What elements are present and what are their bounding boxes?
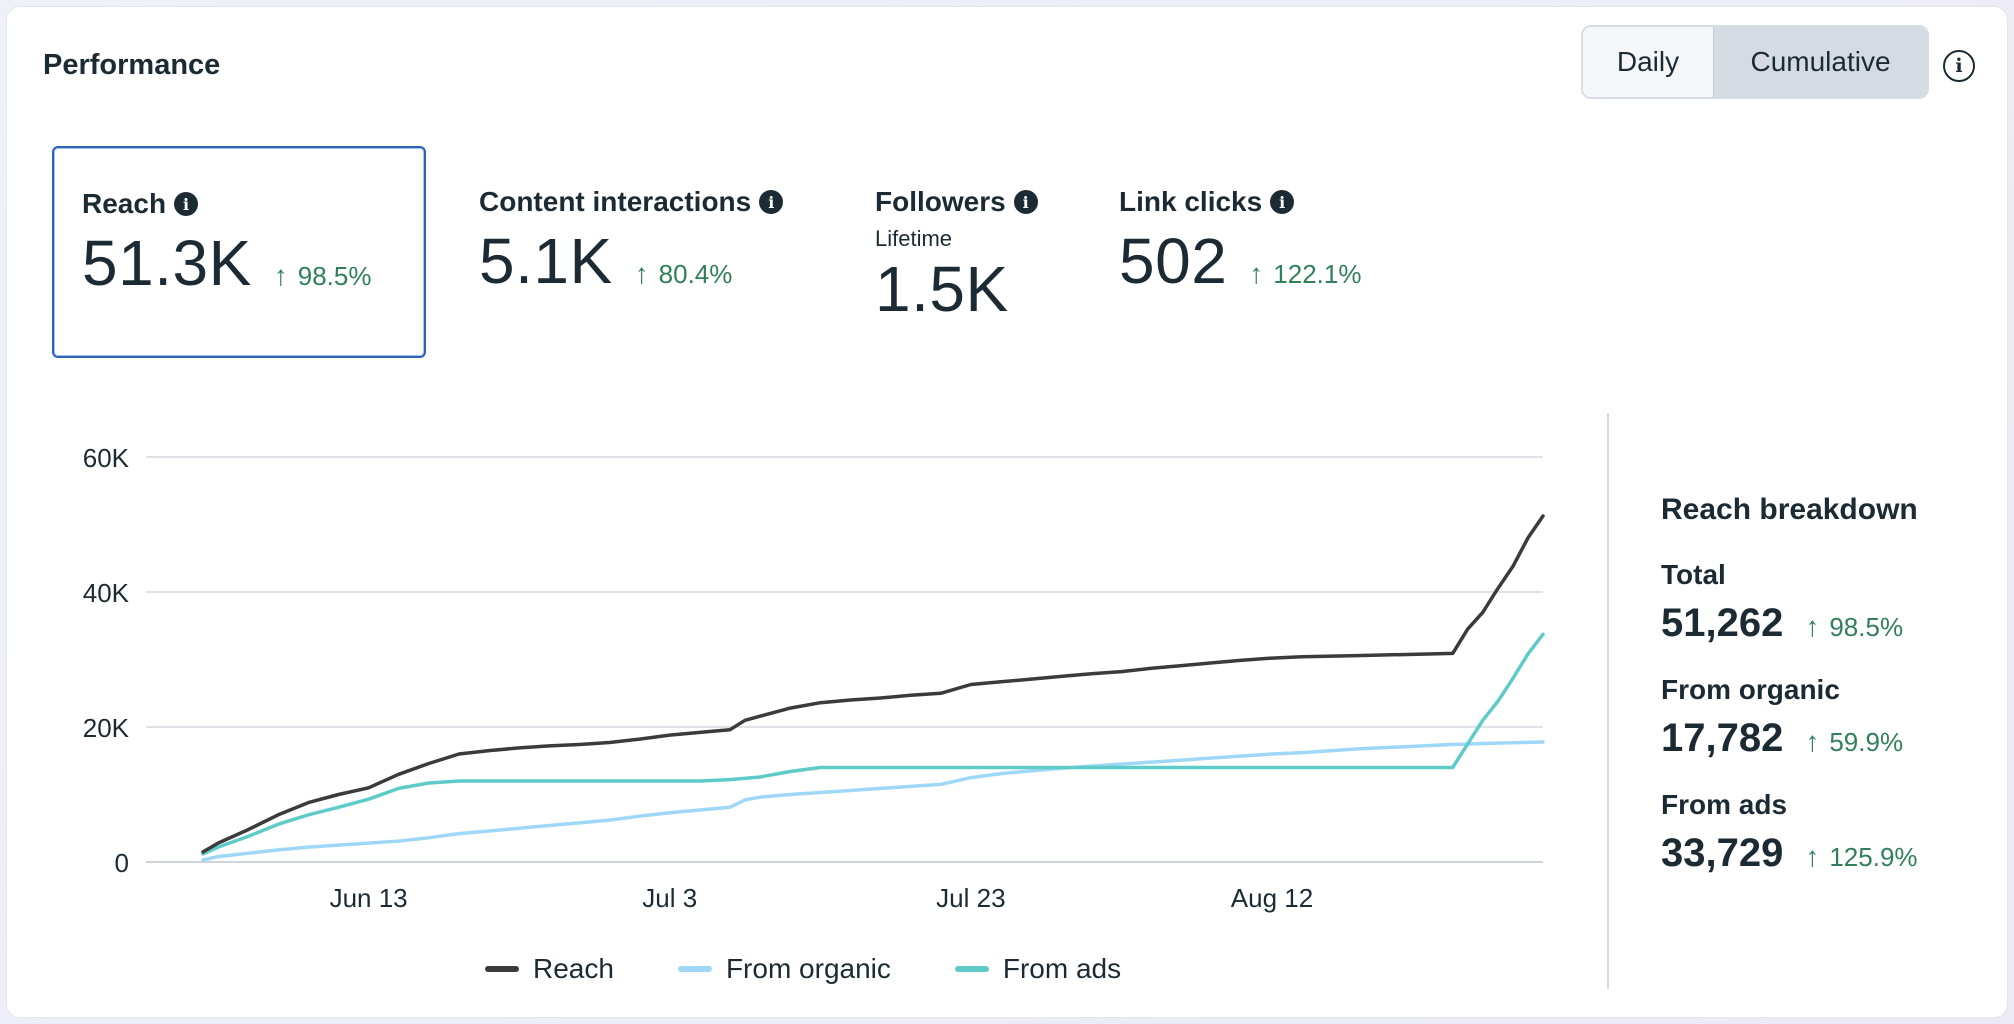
metric-label: Content interactions: [479, 186, 752, 217]
reach-line-chart: 0 20K 40K 60K Jun 13 Jul 3 Jul 23 Aug 12: [83, 443, 1545, 913]
arrow-up-icon: ↑: [273, 260, 288, 291]
toggle-cumulative-button[interactable]: Cumulative: [1713, 27, 1927, 97]
metric-sub-label: Lifetime: [875, 226, 953, 251]
breakdown-value: 33,729: [1661, 831, 1784, 875]
y-tick-label: 60K: [83, 443, 130, 473]
arrow-up-icon: ↑: [1805, 841, 1820, 872]
reach-breakdown: Reach breakdown Total 51,262 ↑ 98.5% From…: [1661, 493, 1918, 904]
x-tick-label: Jun 13: [330, 883, 408, 913]
info-icon[interactable]: i: [174, 192, 199, 216]
metric-value: 502: [1119, 225, 1228, 297]
info-circle-icon[interactable]: i: [1943, 50, 1975, 82]
x-tick-label: Jul 23: [936, 883, 1005, 913]
metric-label: Reach: [82, 188, 167, 219]
breakdown-total: Total 51,262 ↑ 98.5%: [1661, 559, 1918, 646]
arrow-up-icon: ↑: [1805, 611, 1820, 642]
y-tick-label: 0: [115, 848, 129, 878]
metric-change: 80.4%: [658, 259, 733, 289]
breakdown-change: 59.9%: [1829, 727, 1904, 757]
breakdown-organic: From organic 17,782 ↑ 59.9%: [1661, 674, 1918, 761]
x-tick-label: Jul 3: [642, 883, 697, 913]
metric-change: 122.1%: [1273, 259, 1362, 289]
view-toggle: Daily Cumulative: [1581, 25, 1929, 99]
metric-value: 1.5K: [875, 253, 1009, 325]
arrow-up-icon: ↑: [634, 258, 649, 289]
chart-legend: Reach From organic From ads: [485, 953, 1121, 985]
legend-swatch: [954, 966, 989, 972]
arrow-up-icon: ↑: [1805, 726, 1820, 757]
legend-swatch: [485, 966, 519, 972]
metric-card-content-interactions[interactable]: Content interactions i 5.1K ↑ 80.4%: [479, 186, 784, 298]
breakdown-title: Reach breakdown: [1661, 493, 1918, 526]
legend-item-organic[interactable]: From organic: [677, 953, 891, 985]
y-tick-label: 40K: [83, 578, 130, 608]
legend-swatch: [677, 966, 712, 972]
metric-card-link-clicks[interactable]: Link clicks i 502 ↑ 122.1%: [1119, 186, 1361, 298]
metric-change: 98.5%: [297, 261, 372, 291]
series-line-reach: [201, 514, 1545, 854]
legend-item-ads[interactable]: From ads: [954, 953, 1122, 985]
metric-card-reach[interactable]: Reach i 51.3K ↑ 98.5%: [52, 146, 426, 358]
breakdown-change: 98.5%: [1829, 612, 1904, 642]
breakdown-ads: From ads 33,729 ↑ 125.9%: [1661, 789, 1918, 876]
series-line-organic: [201, 740, 1545, 862]
toggle-daily-button[interactable]: Daily: [1583, 27, 1713, 97]
metric-card-followers[interactable]: Followers i Lifetime 1.5K: [875, 186, 1038, 326]
legend-item-reach[interactable]: Reach: [485, 953, 614, 985]
x-tick-label: Aug 12: [1231, 883, 1313, 913]
performance-card: Performance Daily Cumulative i Reach i 51…: [6, 6, 2008, 1018]
breakdown-value: 17,782: [1661, 716, 1784, 760]
arrow-up-icon: ↑: [1249, 258, 1264, 289]
legend-label: From ads: [1002, 953, 1122, 984]
info-icon[interactable]: i: [1013, 190, 1038, 214]
y-tick-label: 20K: [83, 713, 130, 743]
breakdown-label: From ads: [1661, 789, 1788, 820]
vertical-divider: [1607, 413, 1609, 989]
metric-label: Link clicks: [1119, 186, 1263, 217]
metric-value: 51.3K: [82, 227, 252, 299]
metric-label: Followers: [875, 186, 1006, 217]
legend-label: Reach: [533, 953, 614, 984]
breakdown-change: 125.9%: [1829, 842, 1918, 872]
breakdown-label: From organic: [1661, 674, 1840, 705]
metric-value: 5.1K: [479, 225, 613, 297]
info-icon[interactable]: i: [1270, 190, 1295, 214]
breakdown-value: 51,262: [1661, 601, 1784, 645]
breakdown-label: Total: [1661, 559, 1726, 590]
series-line-ads: [201, 632, 1545, 856]
page-title: Performance: [43, 49, 221, 81]
info-icon[interactable]: i: [759, 190, 784, 214]
legend-label: From organic: [725, 953, 891, 984]
